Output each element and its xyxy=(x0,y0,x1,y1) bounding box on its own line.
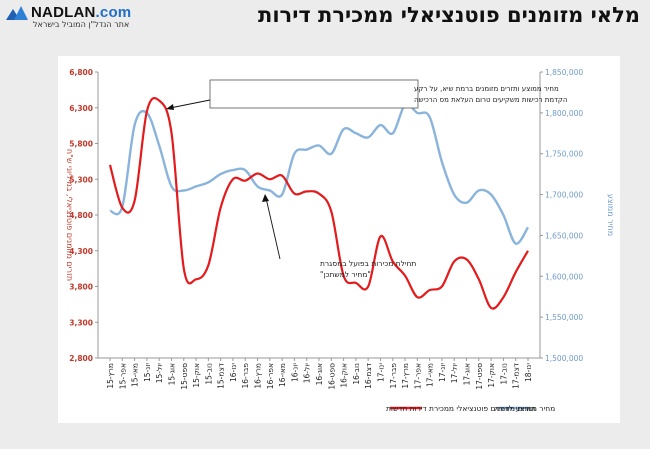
x-tick-label: אפר-15 xyxy=(118,363,127,389)
annotation-text-peak: מחיר ממוצע ותזרים מזומנים ברמת שיא, על ר… xyxy=(414,85,559,93)
x-tick-label: מאי-17 xyxy=(426,363,435,387)
x-tick-label: יול-17 xyxy=(450,363,459,384)
x-tick-label: ספט-17 xyxy=(475,363,484,390)
x-tick-label: מאי-16 xyxy=(278,363,287,387)
x-tick-label: מרץ-16 xyxy=(254,363,263,389)
x-tick-label: דצמ-15 xyxy=(217,363,226,389)
x-tick-label: מרץ-17 xyxy=(401,363,410,389)
x-tick-label: יול-15 xyxy=(155,363,164,384)
arrowhead-peak xyxy=(166,104,174,110)
right-tick-label: 1,750,000 xyxy=(545,150,583,159)
left-tick-label: 4,800 xyxy=(69,211,93,220)
logo-wordmark: NADLAN.com xyxy=(31,4,132,21)
series-layer xyxy=(108,96,530,310)
page-title: מלאי מזומנים פוטנציאלי ממכירת דירות xyxy=(258,3,640,27)
x-tick-label: אוק-17 xyxy=(487,363,496,388)
annotation-arrow-program xyxy=(265,197,281,260)
x-tick-label: מאי-15 xyxy=(131,363,140,387)
left-axis-title: תזרים מזומנים פוטנציאלי, במיליוני ש"ח xyxy=(65,149,74,281)
x-tick-label: אוג-16 xyxy=(315,363,324,385)
left-tick-label: 2,800 xyxy=(69,354,93,363)
x-tick-label: ינו-16 xyxy=(229,363,238,382)
right-tick-label: 1,800,000 xyxy=(545,109,583,118)
x-tick-label: נוב-16 xyxy=(352,363,361,385)
x-tick-label: יול-16 xyxy=(303,363,312,384)
right-tick-label: 1,700,000 xyxy=(545,191,583,200)
right-tick-label: 1,500,000 xyxy=(545,354,583,363)
series-line-avg-price xyxy=(109,102,530,245)
x-tick-label: נוב-17 xyxy=(499,363,508,385)
x-tick-label: יונ-16 xyxy=(290,363,299,382)
x-tick-label: ינו-17 xyxy=(376,363,385,382)
annotation-text-program: תחילת מכירות בפועל במסגרת xyxy=(320,259,416,268)
logo-tagline: אתר הנדל"ן המוביל בישראל xyxy=(33,20,130,29)
series-line-cash-flow xyxy=(108,96,529,310)
x-tick-label: אוק-15 xyxy=(192,363,201,388)
x-tick-label: אוג-15 xyxy=(167,363,176,385)
annotation-text-program: "מחיר למשתכן" xyxy=(320,270,371,279)
x-tick-label: דצמ-17 xyxy=(512,363,521,389)
left-tick-label: 3,800 xyxy=(69,283,93,292)
annotation-box xyxy=(209,79,419,109)
x-tick-label: אפר-17 xyxy=(413,363,422,389)
x-tick-label: דצמ-16 xyxy=(364,363,373,389)
x-tick-label: ספט-16 xyxy=(327,363,336,390)
x-tick-label: מרץ-15 xyxy=(106,363,115,389)
x-tick-label: יונ-17 xyxy=(438,363,447,382)
annotation-arrow-peak xyxy=(169,99,211,109)
nadlan-logo[interactable]: NADLAN.com אתר הנדל"ן המוביל בישראל xyxy=(6,4,146,34)
x-tick-label: פבר-16 xyxy=(241,363,250,389)
x-tick-label: יונ-15 xyxy=(143,363,152,382)
x-tick-label: נוב-15 xyxy=(204,363,213,385)
x-tick-label: אוק-16 xyxy=(340,363,349,388)
legend-label-avg-price: מחיר ממוצע לדירה xyxy=(494,404,555,413)
annotation-text-peak: הקדמת רכישות משקיעים טרום העלאת מס הרכיש… xyxy=(414,96,567,104)
x-tick-label: אפר-16 xyxy=(266,363,275,389)
right-tick-label: 1,550,000 xyxy=(545,313,583,322)
left-tick-label: 6,800 xyxy=(69,68,93,77)
x-tick-label: פבר-17 xyxy=(389,363,398,389)
right-axis-title: מחיר ממוצע xyxy=(606,194,615,236)
x-tick-label: אוג-17 xyxy=(463,363,472,385)
left-tick-label: 6,300 xyxy=(69,104,93,113)
x-tick-label: ינו-18 xyxy=(524,363,533,382)
roof-icon xyxy=(6,5,28,20)
chart-card: 2,800 3,300 3,800 4,300 4,800 5,300 5,800 6,300… xyxy=(58,56,620,423)
left-tick-label: 3,300 xyxy=(69,318,93,327)
arrowhead-program xyxy=(262,194,269,202)
right-tick-label: 1,650,000 xyxy=(545,231,583,240)
right-tick-label: 1,850,000 xyxy=(545,68,583,77)
left-tick-label: 4,300 xyxy=(69,247,93,256)
right-tick-label: 1,600,000 xyxy=(545,272,583,281)
left-tick-label: 5,300 xyxy=(69,175,93,184)
annotation-layer: מחיר ממוצע ותזרים מזומנים ברמת שיא, על ר… xyxy=(166,79,567,279)
left-tick-label: 5,800 xyxy=(69,140,93,149)
x-tick-label: ספט-15 xyxy=(180,363,189,390)
axes-layer: 2,800 3,300 3,800 4,300 4,800 5,300 5,800 6,300… xyxy=(65,68,615,390)
legend-label-cash-flow: תזרים מזומנים פוטנציאלי ממכירת דירות חדש… xyxy=(386,404,536,413)
dual-axis-line-chart: 2,800 3,300 3,800 4,300 4,800 5,300 5,800 6,300… xyxy=(65,68,615,413)
